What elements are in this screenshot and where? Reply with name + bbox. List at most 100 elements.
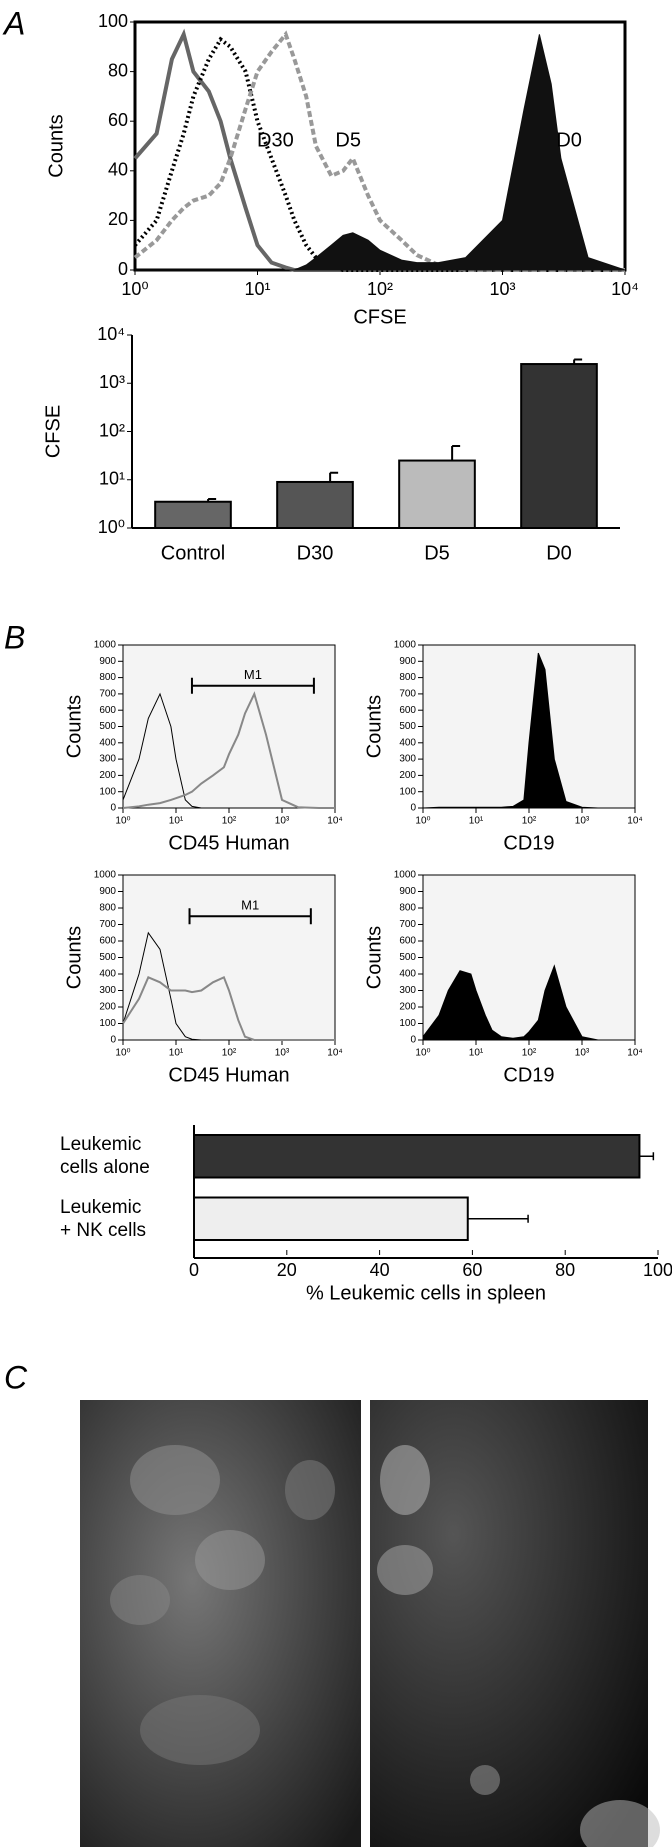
x-tick-label: 10⁴ xyxy=(327,816,342,827)
y-axis-label: Counts xyxy=(363,926,385,989)
histogram-area xyxy=(135,34,626,271)
gate-label: M1 xyxy=(241,898,259,913)
panel-label: B xyxy=(4,619,25,655)
x-tick-label: 100 xyxy=(643,1260,672,1280)
y-tick-label: 300 xyxy=(99,754,116,765)
x-tick-label: 10⁰ xyxy=(115,816,130,827)
bar xyxy=(398,459,476,530)
plot-frame xyxy=(122,644,336,809)
panel-label: A xyxy=(2,5,25,41)
x-tick-label: 20 xyxy=(277,1260,297,1280)
y-tick-label: 10⁴ xyxy=(97,324,125,344)
x-tick-label: 10³ xyxy=(575,816,590,827)
x-axis-label: CD45 Human xyxy=(168,1064,289,1086)
gate-label: M1 xyxy=(244,667,262,682)
y-tick-label: 0 xyxy=(410,803,416,814)
y-tick-label: 700 xyxy=(399,689,416,700)
x-tick-label: D0 xyxy=(546,542,572,564)
y-tick-label: 200 xyxy=(99,770,116,781)
y-tick-label: 400 xyxy=(99,737,116,748)
y-tick-label: 500 xyxy=(99,952,116,963)
x-tick-label: 10² xyxy=(367,279,393,299)
y-tick-label: 10¹ xyxy=(99,469,125,489)
photo xyxy=(80,1400,361,1847)
y-tick-label: 400 xyxy=(399,969,416,980)
x-tick-label: 10⁰ xyxy=(115,1048,130,1059)
y-axis-label: Counts xyxy=(63,695,85,758)
y-tick-label: 100 xyxy=(399,786,416,797)
y-tick-label: 80 xyxy=(108,60,128,80)
x-tick-label: 10⁴ xyxy=(611,279,639,299)
x-tick-label: 10² xyxy=(222,1048,237,1059)
x-tick-label: 10¹ xyxy=(244,279,270,299)
x-tick-label: 10⁴ xyxy=(627,1048,642,1059)
x-axis-label: CD45 Human xyxy=(168,832,289,854)
y-tick-label: 900 xyxy=(399,886,416,897)
x-tick-label: 10² xyxy=(522,1048,537,1059)
y-tick-label: 800 xyxy=(99,903,116,914)
x-tick-label: 10⁴ xyxy=(627,816,642,827)
y-tick-label: 100 xyxy=(399,1018,416,1029)
curve-label: D30 xyxy=(257,129,294,151)
y-tick-label: 900 xyxy=(99,886,116,897)
x-tick-label: 0 xyxy=(189,1260,199,1280)
histogram-area xyxy=(422,652,635,809)
x-tick-label: 10¹ xyxy=(169,1048,184,1059)
y-tick-label: 500 xyxy=(399,952,416,963)
gate-marker xyxy=(190,677,315,694)
y-tick-label: 60 xyxy=(108,110,128,130)
y-tick-label: 900 xyxy=(399,656,416,667)
gate-marker xyxy=(188,908,312,925)
y-tick-label: 500 xyxy=(399,721,416,732)
x-tick-label: D5 xyxy=(424,542,450,564)
bar xyxy=(154,500,232,530)
curve-label: D0 xyxy=(556,129,582,151)
error-bar xyxy=(329,471,339,482)
x-axis-label: CD19 xyxy=(503,1064,554,1086)
x-tick-label: 10³ xyxy=(575,1048,590,1059)
error-bar xyxy=(639,1152,655,1161)
x-tick-label: 10³ xyxy=(275,816,290,827)
x-tick-label: 10⁰ xyxy=(121,279,148,299)
panel-label: C xyxy=(4,1359,28,1395)
y-tick-label: 100 xyxy=(99,786,116,797)
y-axis-label: Counts xyxy=(363,695,385,758)
bar xyxy=(520,363,598,530)
x-axis-label: % Leukemic cells in spleen xyxy=(306,1282,546,1304)
y-tick-label: 10⁰ xyxy=(98,517,125,537)
y-tick-label: 100 xyxy=(99,1018,116,1029)
y-tick-label: 300 xyxy=(399,985,416,996)
y-tick-label: 10² xyxy=(99,420,125,440)
category-label: Leukemic + NK cells xyxy=(60,1196,147,1241)
x-tick-label: 10¹ xyxy=(469,1048,484,1059)
y-tick-label: 400 xyxy=(399,737,416,748)
error-bar xyxy=(467,1214,529,1223)
error-bar xyxy=(451,445,461,461)
error-bar xyxy=(573,358,583,365)
y-tick-label: 400 xyxy=(99,969,116,980)
histogram-line xyxy=(122,692,335,809)
x-axis-label: CFSE xyxy=(353,306,406,328)
x-tick-label: 10³ xyxy=(489,279,515,299)
y-tick-label: 600 xyxy=(99,936,116,947)
y-tick-label: 700 xyxy=(99,689,116,700)
x-tick-label: 80 xyxy=(555,1260,575,1280)
x-tick-label: Control xyxy=(161,542,225,564)
y-tick-label: 0 xyxy=(110,1035,116,1046)
y-tick-label: 200 xyxy=(99,1002,116,1013)
curve-label: D5 xyxy=(335,129,361,151)
y-tick-label: 300 xyxy=(99,985,116,996)
photo xyxy=(370,1400,660,1847)
x-tick-label: 10¹ xyxy=(169,816,184,827)
x-tick-label: 10⁴ xyxy=(327,1048,342,1059)
y-tick-label: 800 xyxy=(99,672,116,683)
x-tick-label: 10³ xyxy=(275,1048,290,1059)
x-tick-label: 10¹ xyxy=(469,816,484,827)
y-tick-label: 10³ xyxy=(99,372,125,392)
y-tick-label: 1000 xyxy=(394,870,417,881)
y-tick-label: 900 xyxy=(99,656,116,667)
y-tick-label: 600 xyxy=(99,705,116,716)
x-tick-label: 10² xyxy=(222,816,237,827)
